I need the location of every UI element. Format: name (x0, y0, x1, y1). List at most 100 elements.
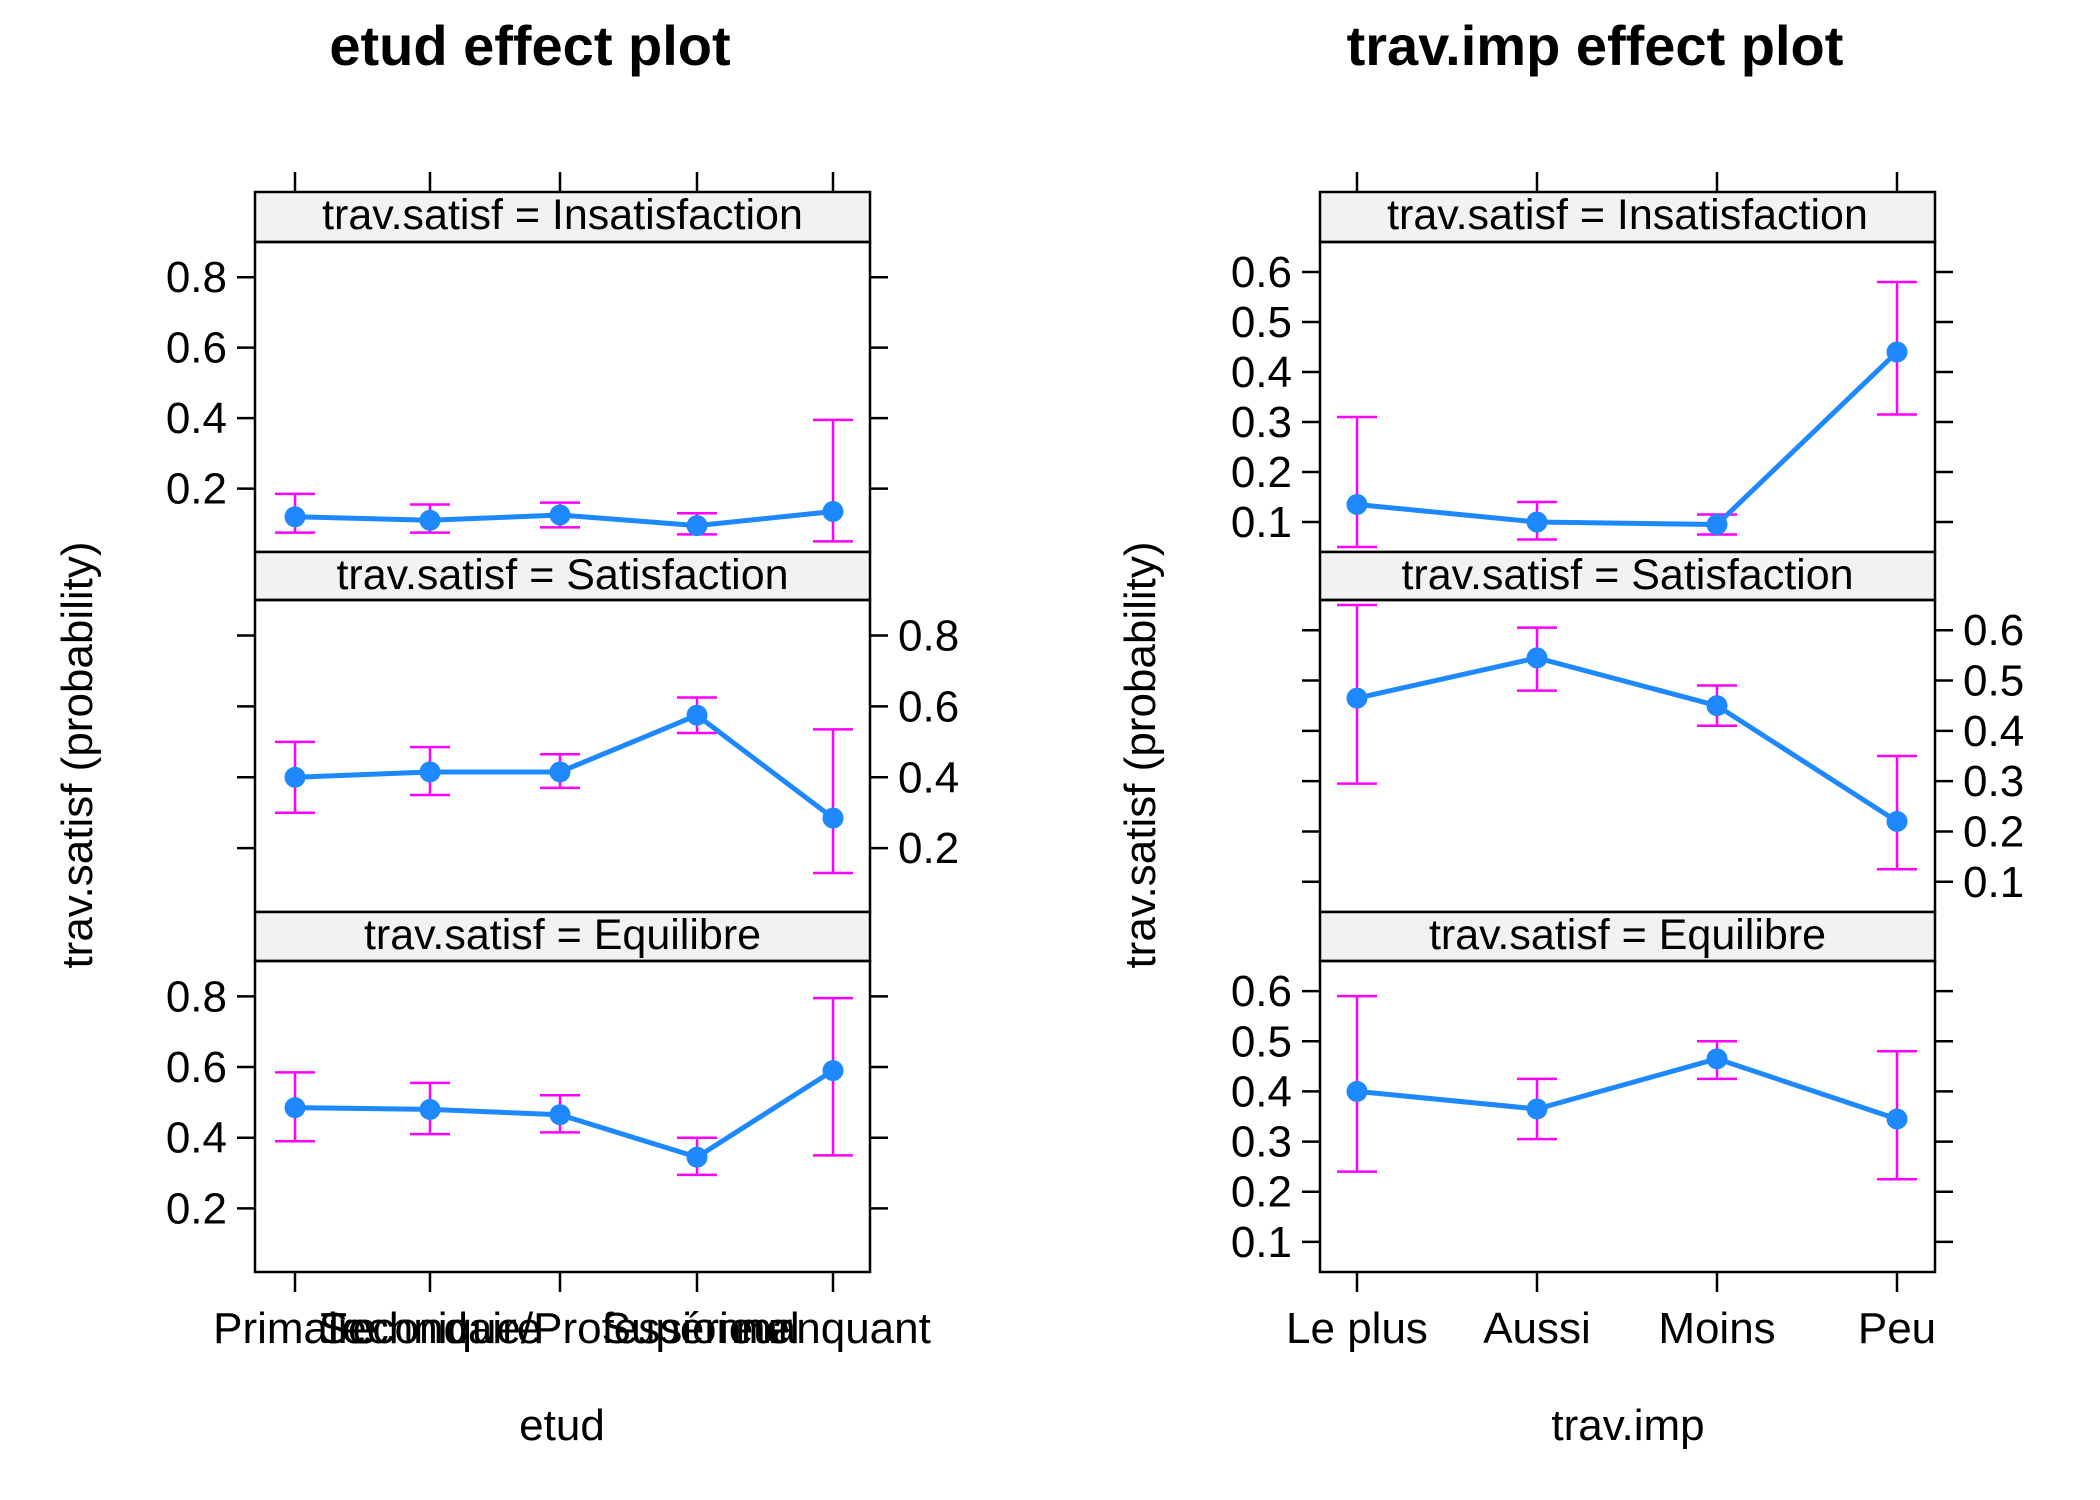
data-point (1526, 647, 1548, 669)
y-tick-label: 0.8 (166, 253, 227, 302)
y-tick-label: 0.6 (166, 1043, 227, 1092)
data-point (419, 1098, 441, 1120)
y-tick-label: 0.2 (1231, 448, 1292, 497)
panel-frame (1318, 240, 1937, 554)
chart-2-y-axis-label: trav.satisf (probability) (1116, 541, 1165, 968)
chart-1-plot-area: trav.satisf = Insatisfaction 0.2 0.4 0.6 0.8… (166, 172, 959, 1353)
y-tick-label: 0.2 (166, 1184, 227, 1233)
panel-strip (253, 550, 872, 602)
x-tick-label: Peu (1858, 1304, 1936, 1353)
data-point (1886, 1108, 1908, 1130)
y-tick-label: 0.4 (166, 1114, 227, 1163)
chart-2-panel-2: trav.satisf = Satisfaction0.10.20.30.40.… (1302, 550, 2024, 914)
chart-1-panel-1: trav.satisf = Insatisfaction 0.2 0.4 0.6 0.8 (166, 190, 888, 554)
chart-1-x-axis-label: etud (519, 1401, 605, 1450)
chart-2-panel-3: trav.satisf = Equilibre 0.10.20.30.40.50.… (1231, 910, 1953, 1274)
x-tick-label: Le plus (1286, 1304, 1428, 1353)
chart-1-panel-3: trav.satisf = Equilibre 0.2 0.4 0.6 0.8 (166, 910, 888, 1274)
data-point (822, 807, 844, 829)
chart-2-plot-area: trav.satisf = Insatisfaction0.10.20.30.4… (1231, 172, 2024, 1353)
y-tick-label: 0.2 (166, 465, 227, 514)
data-point (1886, 341, 1908, 363)
y-tick-label: 0.5 (1963, 657, 2024, 706)
panel-strip-label: trav.satisf = Equilibre (1429, 911, 1826, 959)
panel-strip-label: trav.satisf = Satisfaction (1401, 551, 1853, 599)
y-tick-label: 0.3 (1963, 757, 2024, 806)
y-tick-label: 0.8 (166, 972, 227, 1021)
panel-strip-label: trav.satisf = Satisfaction (336, 551, 788, 599)
data-point (1706, 514, 1728, 535)
series-line (1354, 1056, 1900, 1122)
data-point (1706, 695, 1728, 717)
x-tick-label: Technique/Professionnel (320, 1304, 799, 1353)
y-tick-label: 0.4 (898, 753, 959, 802)
data-point (419, 761, 441, 783)
x-tick-label: Primaire (213, 1304, 377, 1353)
y-tick-label: 0.1 (1963, 858, 2024, 907)
data-point (284, 506, 306, 528)
series-line (1354, 349, 1900, 527)
data-point (822, 1060, 844, 1082)
panel-strip (253, 190, 872, 244)
chart-1-panel-2: trav.satisf = Satisfaction 0.2 0.4 0.6 0.8 (237, 550, 959, 914)
chart-2-x-axis-label: trav.imp (1551, 1401, 1704, 1450)
x-tick-label: Supérieur (602, 1304, 793, 1353)
chart-2-title: trav.imp effect plot (1347, 14, 1844, 77)
y-tick-label: 0.4 (166, 394, 227, 443)
panel-frame (1318, 598, 1937, 914)
y-tick-label: 0.4 (1963, 707, 2024, 756)
panel-strip-label: trav.satisf = Insatisfaction (322, 191, 803, 239)
data-point (419, 509, 441, 531)
series-line (1354, 655, 1900, 824)
data-point (1346, 1080, 1368, 1102)
x-tick-label: Secondaire (319, 1304, 542, 1353)
y-tick-label: 0.1 (1231, 1218, 1292, 1267)
y-tick-label: 0.6 (1963, 606, 2024, 655)
data-point (549, 504, 571, 526)
y-tick-label: 0.3 (1231, 1118, 1292, 1167)
y-tick-label: 0.2 (1231, 1168, 1292, 1217)
data-point (1886, 810, 1908, 832)
data-point (1346, 494, 1368, 515)
panel-frame (253, 959, 872, 1274)
chart-1-y-axis-label: trav.satisf (probability) (53, 541, 102, 968)
data-point (284, 766, 306, 788)
chart-1-title: etud effect plot (329, 14, 730, 77)
data-point (1526, 1098, 1548, 1120)
panel-strip (1318, 190, 1937, 244)
y-tick-label: 0.2 (1963, 807, 2024, 856)
panel-strip-label: trav.satisf = Equilibre (364, 911, 761, 959)
y-tick-label: 0.1 (1231, 498, 1292, 547)
panel-strip (253, 910, 872, 963)
panel-frame (1318, 959, 1937, 1274)
data-point (822, 500, 844, 522)
data-point (686, 515, 708, 537)
y-tick-label: 0.6 (1231, 248, 1292, 297)
y-tick-label: 0.2 (898, 824, 959, 873)
data-point (284, 1097, 306, 1119)
data-point (1346, 687, 1368, 709)
y-tick-label: 0.5 (1231, 298, 1292, 347)
y-tick-label: 0.3 (1231, 398, 1292, 447)
data-point (549, 1104, 571, 1126)
x-tick-label: manquant (735, 1304, 931, 1353)
y-tick-label: 0.6 (898, 682, 959, 731)
y-tick-label: 0.4 (1231, 1067, 1292, 1116)
data-point (549, 761, 571, 783)
data-point (1526, 511, 1548, 533)
panel-frame (253, 598, 872, 914)
panel-strip-label: trav.satisf = Insatisfaction (1387, 191, 1868, 239)
x-tick-label: Moins (1658, 1304, 1775, 1353)
panel-strip (1318, 910, 1937, 963)
y-tick-label: 0.5 (1231, 1017, 1292, 1066)
data-point (1706, 1048, 1728, 1070)
y-tick-label: 0.6 (1231, 967, 1292, 1016)
y-tick-label: 0.6 (166, 324, 227, 373)
data-point (686, 704, 708, 726)
x-tick-label: Aussi (1483, 1304, 1591, 1353)
data-point (686, 1146, 708, 1168)
y-tick-label: 0.4 (1231, 348, 1292, 397)
chart-2-panel-1: trav.satisf = Insatisfaction 0.10.20.30.4… (1231, 190, 1953, 554)
y-tick-label: 0.8 (898, 611, 959, 660)
